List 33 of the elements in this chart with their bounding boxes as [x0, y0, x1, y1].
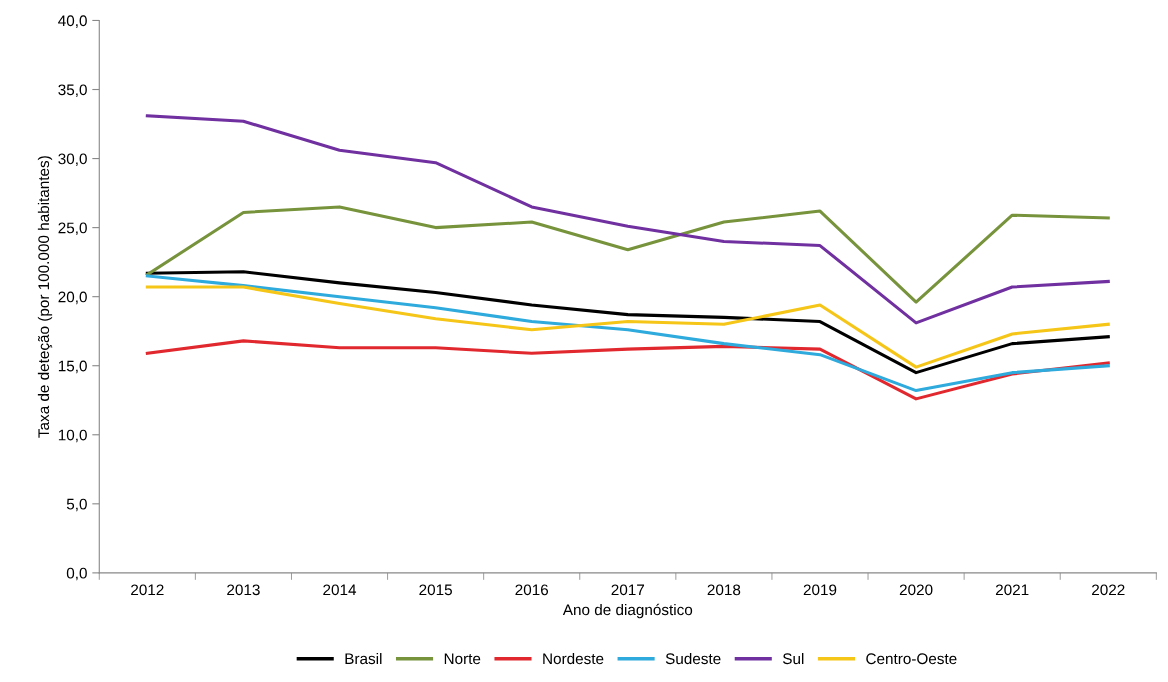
y-tick-label: 25,0: [58, 222, 87, 236]
legend-label: Nordeste: [543, 652, 604, 665]
x-axis-title: Ano de diagnóstico: [562, 603, 693, 619]
legend-label: Norte: [444, 653, 481, 665]
legend-label: Brasil: [345, 652, 382, 665]
x-tick-label: 2022: [1092, 584, 1125, 596]
line-series: [145, 205, 1110, 304]
y-tick-label: 20,0: [58, 291, 87, 305]
line-series: [145, 285, 1110, 369]
x-tick-label: 2018: [707, 584, 741, 596]
x-tick-label: 2017: [611, 584, 645, 596]
x-tick-label: 2012: [131, 584, 164, 596]
line-series: [145, 114, 1110, 325]
y-tick-label: 30,0: [58, 153, 87, 167]
x-tick-label: 2014: [323, 584, 357, 596]
line-series: [145, 274, 1110, 393]
line-series: [145, 270, 1110, 375]
x-tick-label: 2020: [899, 584, 933, 596]
y-tick-label: 40,0: [58, 15, 87, 28]
y-tick-label: 15,0: [58, 360, 87, 374]
y-tick-label: 0,0: [66, 567, 87, 581]
x-tick-label: 2016: [515, 584, 549, 596]
y-tick-label: 5,0: [66, 498, 87, 512]
x-tick-label: 2021: [995, 584, 1029, 596]
y-axis-title: Taxa de deteção (por 100.000 habitantes): [37, 156, 53, 438]
legend-label: Sul: [782, 652, 804, 665]
y-tick-label: 10,0: [58, 429, 87, 443]
legend-label: Centro-Oeste: [866, 653, 957, 665]
legend-label: Sudeste: [665, 652, 721, 665]
y-tick-label: 35,0: [58, 84, 87, 97]
x-tick-label: 2013: [227, 584, 260, 596]
x-tick-label: 2019: [803, 584, 837, 596]
x-tick-label: 2015: [419, 584, 452, 596]
